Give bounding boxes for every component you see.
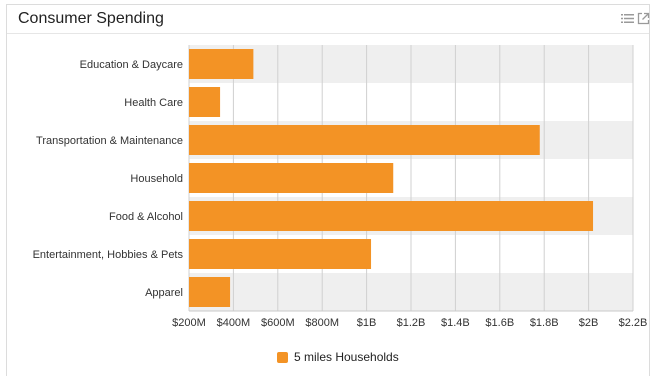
x-tick-label: $600M <box>261 317 295 329</box>
x-tick-label: $400M <box>217 317 251 329</box>
legend-swatch <box>277 352 288 363</box>
category-label: Education & Daycare <box>80 59 183 71</box>
x-tick-label: $2.2B <box>619 317 648 329</box>
x-tick-label: $1.6B <box>485 317 514 329</box>
list-icon[interactable] <box>621 12 634 25</box>
category-label: Entertainment, Hobbies & Pets <box>33 249 184 261</box>
category-label: Health Care <box>124 97 183 109</box>
category-label: Household <box>130 173 183 185</box>
x-tick-label: $1.4B <box>441 317 470 329</box>
bar[interactable] <box>189 239 372 269</box>
bar[interactable] <box>189 163 394 193</box>
x-tick-label: $1.8B <box>530 317 559 329</box>
bar-chart: Education & Daycare Health Care Transporta… <box>33 45 648 329</box>
x-tick-label: $200M <box>172 317 206 329</box>
x-tick-label: $800M <box>305 317 339 329</box>
legend-label: 5 miles Households <box>294 350 399 364</box>
x-tick-label: $2B <box>579 317 599 329</box>
bar[interactable] <box>189 49 254 79</box>
card-header: Consumer Spending <box>7 5 650 34</box>
x-tick-label: $1.2B <box>397 317 426 329</box>
category-label: Food & Alcohol <box>109 211 183 223</box>
bar[interactable] <box>189 125 540 155</box>
category-label: Transportation & Maintenance <box>36 135 183 147</box>
bar[interactable] <box>189 277 231 307</box>
category-label: Apparel <box>145 287 183 299</box>
x-tick-label: $1B <box>357 317 377 329</box>
card-title: Consumer Spending <box>18 10 164 27</box>
bar[interactable] <box>189 201 594 231</box>
consumer-spending-card: Consumer Spending Education & Daycare Hea… <box>6 4 650 376</box>
expand-icon[interactable] <box>637 12 650 25</box>
bar[interactable] <box>189 87 221 117</box>
